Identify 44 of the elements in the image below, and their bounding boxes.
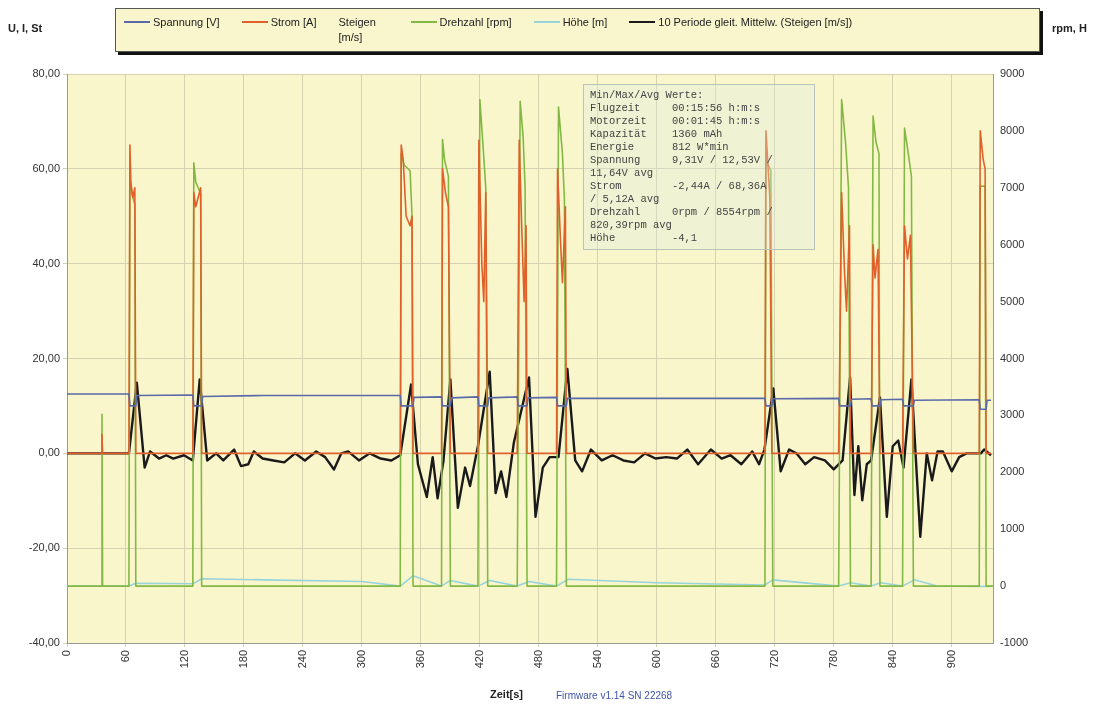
x-tick-label: 180 — [236, 650, 249, 669]
y2-tick-label: 4000 — [1000, 351, 1025, 364]
x-tick-label: 420 — [472, 650, 485, 669]
y2-tick-label: 1000 — [1000, 522, 1025, 535]
x-tick-label: 900 — [944, 650, 957, 669]
x-tick-label: 660 — [708, 650, 721, 669]
text: Steigen [m/s] — [338, 15, 377, 45]
y-tick-label: -20,00 — [28, 541, 60, 554]
y-tick-label: 0,00 — [38, 446, 60, 459]
legend-label: Spannung [V] — [153, 15, 220, 30]
x-tick-label: 120 — [177, 650, 190, 669]
y2-tick-label: 9000 — [1000, 67, 1025, 80]
y2-tick-label: 3000 — [1000, 408, 1025, 421]
y-axis-title: U, I, St — [8, 22, 43, 34]
y2-tick-label: 5000 — [1000, 294, 1025, 307]
y-tick-label: -40,00 — [28, 636, 60, 649]
legend-label: Drehzahl [rpm] — [439, 15, 512, 30]
legend-label: 10 Periode gleit. Mittelw. (Steigen [m/s]) — [658, 15, 853, 30]
x-tick-label: 360 — [413, 650, 426, 669]
y-tick-label: 20,00 — [32, 351, 60, 364]
x-tick-label: 60 — [119, 650, 132, 663]
legend-label: Strom [A] — [270, 15, 317, 30]
y-tick-label: 60,00 — [32, 161, 60, 174]
y2-tick-label: 8000 — [1000, 123, 1025, 136]
x-tick-label: 600 — [649, 650, 662, 669]
x-axis-title: Zeit[s] — [490, 688, 523, 700]
y2-tick-label: 2000 — [1000, 465, 1025, 478]
x-tick-label: 300 — [354, 650, 367, 669]
y2-tick-label: 6000 — [1000, 237, 1025, 250]
y2-tick-label: -1000 — [1000, 636, 1029, 649]
y2-axis-title: rpm, H — [1052, 22, 1087, 34]
y-tick-label: 40,00 — [32, 256, 60, 269]
x-tick-label: 840 — [885, 650, 898, 669]
x-tick-label: 0 — [60, 650, 73, 657]
text: Firmware v1.14 SN 22268 — [556, 690, 673, 701]
y-tick-label: 80,00 — [32, 67, 60, 80]
x-tick-label: 240 — [295, 650, 308, 669]
legend-label: Höhe [m] — [562, 15, 608, 30]
y2-tick-label: 0 — [1000, 579, 1007, 592]
x-tick-label: 480 — [531, 650, 544, 669]
x-tick-label: 540 — [590, 650, 603, 669]
x-tick-label: 780 — [826, 650, 839, 669]
y2-tick-label: 7000 — [1000, 180, 1025, 193]
x-tick-label: 720 — [767, 650, 780, 669]
